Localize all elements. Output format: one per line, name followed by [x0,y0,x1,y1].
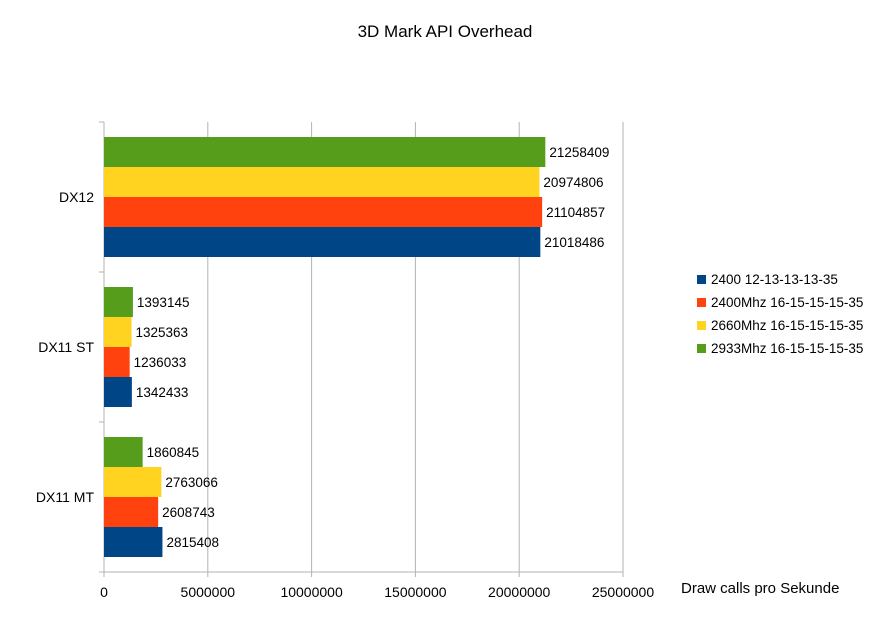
legend-label: 2400Mhz 16-15-15-15-35 [711,295,864,310]
bar [104,437,143,467]
data-label: 21258409 [549,145,609,160]
x-tick-label: 25000000 [592,584,655,600]
legend-swatch [697,344,706,353]
legend-item: 2400 12-13-13-13-35 [697,268,863,291]
legend-swatch [697,321,706,330]
x-tick-label: 0 [100,584,108,600]
bar [104,317,132,347]
data-label: 20974806 [543,175,603,190]
bar [104,377,132,407]
x-tick-label: 5000000 [181,584,236,600]
data-label: 1236033 [134,355,187,370]
bar [104,347,130,377]
bar [104,137,546,167]
x-tick-label: 10000000 [280,584,343,600]
bar [104,227,541,257]
bars [104,137,546,557]
chart-title: 3D Mark API Overhead [357,22,533,41]
data-label: 1342433 [136,385,189,400]
legend: 2400 12-13-13-13-35 2400Mhz 16-15-15-15-3… [697,268,863,360]
data-label: 1393145 [137,295,190,310]
bar [104,197,543,227]
bar [104,467,162,497]
data-labels: 21018486 21104857 20974806 21258409 1342433 1… [134,145,610,550]
category-label: DX11 ST [38,339,94,355]
legend-item: 2660Mhz 16-15-15-15-35 [697,314,863,337]
data-label: 1325363 [136,325,189,340]
category-label: DX12 [59,189,94,205]
x-tick-label: 20000000 [488,584,551,600]
data-label: 2763066 [165,475,218,490]
bar [104,497,159,527]
data-label: 21104857 [546,205,605,220]
category-label: DX11 MT [36,489,95,505]
legend-label: 2660Mhz 16-15-15-15-35 [711,318,864,333]
x-tick-label: 15000000 [384,584,447,600]
bar [104,287,133,317]
legend-swatch [697,298,706,307]
legend-label: 2400 12-13-13-13-35 [711,272,838,287]
legend-item: 2400Mhz 16-15-15-15-35 [697,291,863,314]
legend-swatch [697,275,706,284]
data-label: 1860845 [147,445,200,460]
legend-item: 2933Mhz 16-15-15-15-35 [697,337,863,360]
grid-lines [207,122,624,572]
data-label: 2815408 [166,535,219,550]
bar [104,167,540,197]
data-label: 2608743 [162,505,215,520]
x-axis-title: Draw calls pro Sekunde [681,580,840,597]
legend-label: 2933Mhz 16-15-15-15-35 [711,341,864,356]
data-label: 21018486 [544,235,604,250]
bar [104,527,163,557]
